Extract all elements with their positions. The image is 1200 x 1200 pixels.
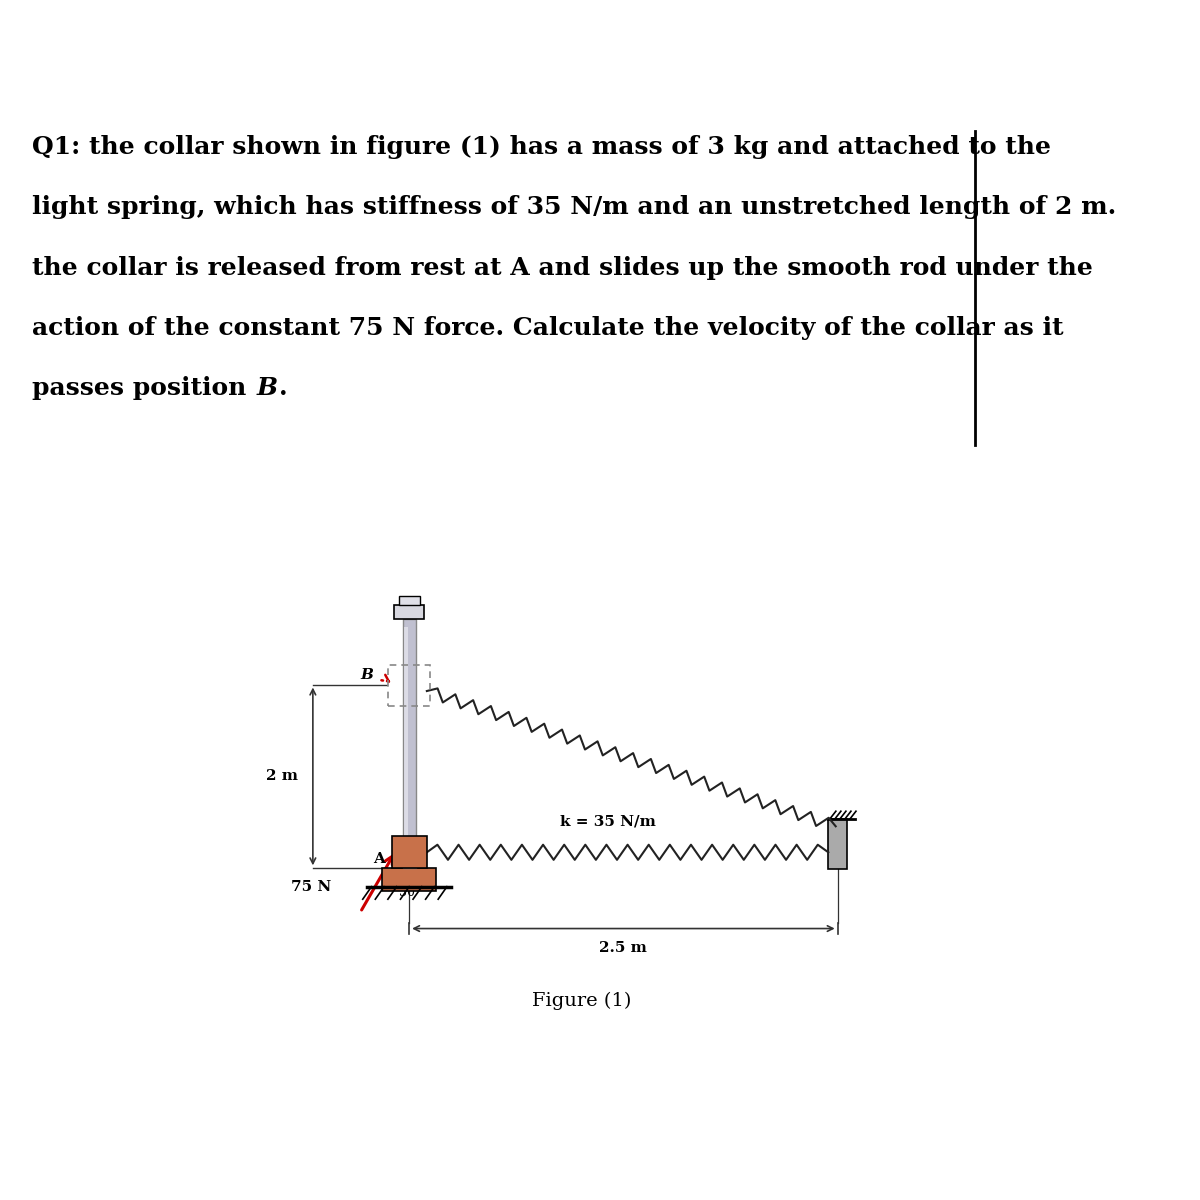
Text: 30°: 30°: [400, 886, 421, 899]
Text: 75 N: 75 N: [290, 881, 331, 894]
Text: B: B: [360, 668, 373, 682]
Bar: [382, 869, 437, 890]
Bar: [398, 596, 420, 605]
Bar: [389, 665, 431, 706]
Bar: [404, 628, 408, 860]
Text: 2 m: 2 m: [265, 769, 298, 784]
Text: Figure (1): Figure (1): [532, 991, 631, 1009]
Text: the collar is released from rest at A and slides up the smooth rod under the: the collar is released from rest at A an…: [32, 256, 1093, 280]
Text: .: .: [280, 377, 288, 401]
Bar: [828, 818, 847, 869]
Text: light spring, which has stiffness of 35 N/m and an unstretched length of 2 m.: light spring, which has stiffness of 35 …: [32, 196, 1116, 220]
Bar: [402, 619, 416, 869]
Bar: [391, 836, 427, 869]
Text: Q1: the collar shown in figure (1) has a mass of 3 kg and attached to the: Q1: the collar shown in figure (1) has a…: [32, 134, 1051, 158]
Text: A: A: [373, 852, 385, 865]
Text: 2.5 m: 2.5 m: [600, 941, 647, 955]
Text: k = 35 N/m: k = 35 N/m: [560, 815, 656, 829]
Text: B: B: [257, 377, 277, 401]
Text: action of the constant 75 N force. Calculate the velocity of the collar as it: action of the constant 75 N force. Calcu…: [32, 316, 1063, 340]
Bar: [395, 605, 424, 619]
Text: passes position: passes position: [32, 377, 256, 401]
